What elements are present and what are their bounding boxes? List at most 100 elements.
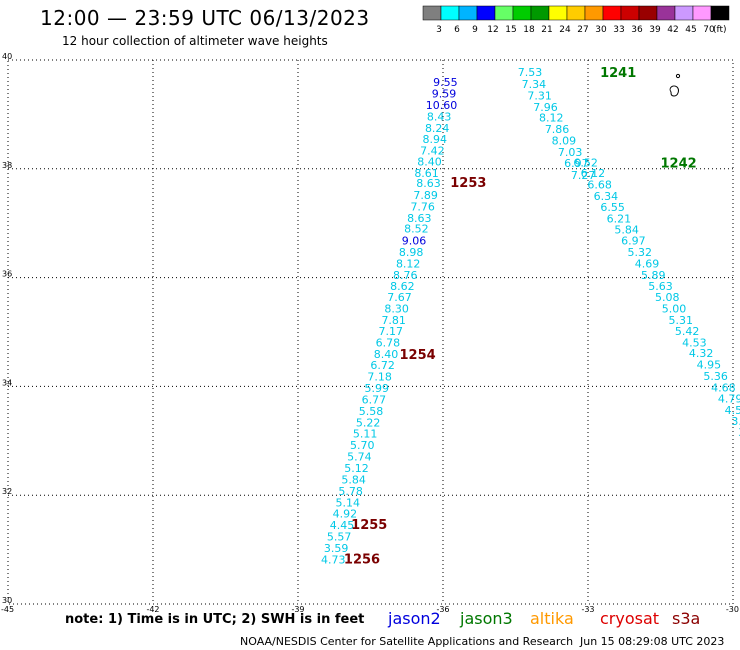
page-subtitle: 12 hour collection of altimeter wave hei…	[62, 34, 328, 48]
wave-height-value: 5.32	[627, 246, 652, 259]
wave-height-value: 6.77	[362, 393, 387, 406]
x-tick-label: -42	[146, 605, 159, 614]
wave-height-value: 7.76	[410, 200, 435, 213]
colorbar-label: 24	[559, 25, 571, 35]
wave-height-value: 6.21	[607, 212, 632, 225]
wave-height-value: 4.95	[697, 359, 722, 372]
x-tick-label: -33	[581, 605, 594, 614]
wave-height-value: 5.36	[703, 370, 728, 383]
x-tick-label: -45	[1, 605, 14, 614]
wave-height-value: 8.12	[396, 257, 421, 270]
satellite-altika-label: altika	[530, 609, 574, 628]
page-title: 12:00 — 23:59 UTC 06/13/2023	[40, 6, 370, 30]
colorbar-label: 70	[703, 25, 715, 35]
colorbar-label: 9	[472, 25, 478, 35]
wave-height-value: 8.61	[414, 167, 439, 180]
wave-height-value: 8.63	[416, 177, 441, 190]
wave-height-value: 3.21	[731, 415, 740, 428]
colorbar-label: 3	[436, 25, 442, 35]
colorbar-label: 27	[577, 25, 588, 35]
colorbar-label: 36	[631, 25, 643, 35]
footer-date: Jun 15 08:29:08 UTC 2023	[580, 635, 725, 648]
island-outline	[675, 73, 681, 79]
colorbar-label: 39	[649, 25, 661, 35]
x-tick-label: -30	[726, 605, 739, 614]
wave-height-value: 7.96	[533, 101, 558, 114]
wave-height-value: 7.67	[387, 291, 412, 304]
satellite-jason2-label: jason2	[388, 609, 441, 628]
wave-height-value: 4.56	[725, 404, 740, 417]
wave-height-value: 6.34	[594, 190, 619, 203]
wave-height-value: 6.68	[587, 179, 612, 192]
wave-height-value: 7.53	[518, 66, 543, 79]
wave-height-value: 8.40	[417, 156, 442, 169]
pass-time-label: 1253	[450, 176, 486, 191]
wave-height-value: 7.81	[381, 314, 406, 327]
wave-height-value: 7.03	[558, 146, 583, 159]
colorbar-label: (ft)	[713, 25, 727, 35]
wave-height-value: 5.08	[655, 291, 680, 304]
wave-height-value: 4.73	[321, 553, 346, 566]
x-tick-label: -39	[291, 605, 304, 614]
x-tick-label: -36	[436, 605, 449, 614]
wave-height-value: 7.42	[420, 144, 445, 157]
footnote: note: 1) Time is in UTC; 2) SWH is in fe…	[65, 612, 365, 627]
colorbar-label: 6	[454, 25, 460, 35]
wave-height-value: 4.92	[333, 508, 358, 521]
wave-height-value: 8.62	[390, 280, 415, 293]
satellite-cryosat-label: cryosat	[600, 609, 660, 628]
satellite-s3a-label: s3a	[672, 609, 701, 628]
wave-height-value: 5.00	[662, 303, 687, 316]
wave-height-value: 4.79	[718, 392, 740, 405]
wave-height-value: 5.84	[614, 224, 639, 237]
color-legend: 3 6 9 12 15 18 21 24 27 30 33 36 39 42 45 70(ft)	[422, 5, 730, 35]
satellite-jason3-label: jason3	[460, 609, 513, 628]
colorbar-label: 12	[487, 25, 498, 35]
colorbar-label: 30	[595, 25, 607, 35]
map-frame	[7, 59, 734, 605]
colorbar-label: 33	[613, 25, 624, 35]
wave-height-value: 7.89	[413, 189, 438, 202]
wave-height-value: 6.55	[600, 201, 625, 214]
wave-height-value: 8.76	[393, 269, 418, 282]
wave-height-value: 7.31	[527, 89, 552, 102]
wave-height-value: 5.99	[365, 382, 390, 395]
wave-height-value: 4.68	[711, 381, 736, 394]
wave-height-value: 6.78	[376, 336, 401, 349]
wave-height-value: 5.74	[347, 451, 372, 464]
wave-height-value: 5.12	[344, 462, 369, 475]
wave-height-value: 5.42	[675, 325, 700, 338]
wave-height-value: 9.06	[402, 235, 427, 248]
wave-height-value: 8.52	[404, 223, 429, 236]
wave-height-value: 8.63	[407, 212, 432, 225]
wave-height-value: 5.89	[641, 269, 666, 282]
wave-height-value: 5.31	[669, 314, 694, 327]
wave-height-value: 9.59	[432, 88, 457, 101]
colorbar-label: 18	[523, 25, 535, 35]
wave-height-value: 7.17	[379, 325, 404, 338]
colorbar-label: 45	[685, 25, 696, 35]
wave-height-value: 6.52	[573, 156, 598, 169]
wave-height-value: 5.11	[353, 428, 378, 441]
footer-credit: NOAA/NESDIS Center for Satellite Applica…	[240, 635, 574, 648]
y-tick-label: 32	[2, 487, 12, 496]
y-tick-label: 30	[2, 596, 12, 605]
wave-height-value: 10.60	[426, 99, 458, 112]
wave-height-value: 3.59	[324, 542, 349, 555]
wave-height-value: 7.86	[545, 123, 570, 136]
wave-height-value: 7.27	[571, 169, 596, 182]
wave-height-value: 4.45	[330, 519, 355, 532]
wave-height-value: 6.72	[370, 359, 395, 372]
y-tick-label: 40	[2, 52, 12, 61]
pass-time-label: 1254	[400, 348, 436, 363]
wave-height-value: 6.12	[581, 167, 606, 180]
y-tick-label: 36	[2, 270, 12, 279]
wave-height-value: 8.09	[552, 135, 577, 148]
island-outline	[669, 85, 679, 97]
wave-height-value: 7.18	[367, 371, 392, 384]
wave-height-value: 7.34	[522, 78, 547, 91]
wave-height-value: 8.43	[427, 111, 452, 124]
pass-time-label: 1242	[661, 156, 697, 171]
wave-height-value: 5.78	[338, 485, 363, 498]
wave-height-value: 4.32	[689, 347, 714, 360]
